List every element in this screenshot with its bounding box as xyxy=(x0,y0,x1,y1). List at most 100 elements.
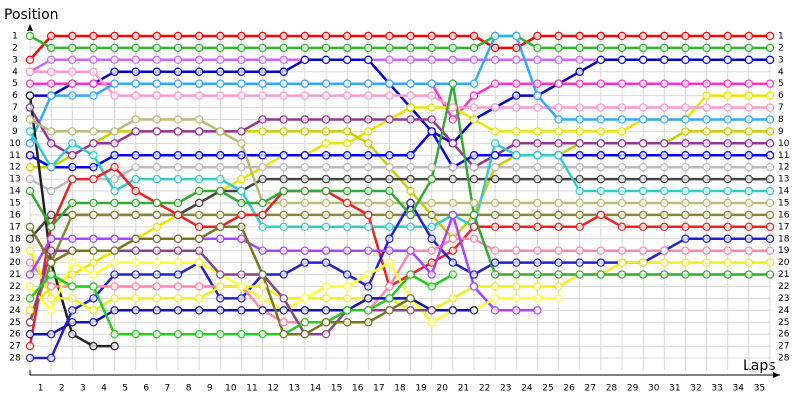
position-marker xyxy=(25,282,35,291)
x-tick-label: 20 xyxy=(437,384,449,394)
position-marker xyxy=(469,43,479,53)
position-marker xyxy=(300,43,310,53)
position-marker xyxy=(110,294,119,303)
position-marker xyxy=(490,210,500,220)
position-marker xyxy=(660,55,669,65)
x-tick-label: 30 xyxy=(648,384,660,394)
position-marker xyxy=(575,139,584,148)
position-marker xyxy=(427,79,436,88)
position-marker xyxy=(385,55,394,65)
x-axis-label: Laps xyxy=(743,358,776,374)
position-marker xyxy=(279,329,288,339)
position-marker xyxy=(173,306,183,315)
position-marker xyxy=(617,79,627,88)
position-marker xyxy=(765,198,775,208)
position-marker xyxy=(89,282,98,291)
position-marker xyxy=(300,127,310,136)
position-marker xyxy=(469,306,479,315)
position-marker xyxy=(617,186,627,196)
position-marker xyxy=(490,282,500,291)
position-marker xyxy=(681,258,690,267)
position-marker xyxy=(110,127,119,136)
position-marker xyxy=(258,270,267,279)
position-marker xyxy=(596,162,606,172)
position-marker xyxy=(68,91,77,100)
position-marker xyxy=(194,258,204,267)
position-marker xyxy=(490,198,500,208)
position-marker xyxy=(25,103,35,112)
position-marker xyxy=(765,139,775,148)
position-marker xyxy=(575,198,584,208)
position-marker xyxy=(110,234,119,243)
position-marker xyxy=(702,103,711,112)
position-marker xyxy=(68,174,77,184)
position-marker xyxy=(512,174,521,184)
y-tick-label-right: 25 xyxy=(778,318,789,328)
position-marker xyxy=(152,79,162,88)
position-marker xyxy=(512,162,521,172)
position-marker xyxy=(448,55,458,65)
position-marker xyxy=(469,174,479,184)
position-marker xyxy=(385,210,394,220)
position-marker xyxy=(512,258,521,267)
position-marker xyxy=(110,55,119,65)
y-tick-label: 8 xyxy=(12,115,18,125)
y-tick-label-right: 10 xyxy=(778,139,790,149)
position-marker xyxy=(490,222,500,232)
position-marker xyxy=(237,151,246,160)
position-marker xyxy=(660,139,669,148)
position-marker xyxy=(469,151,479,160)
position-marker xyxy=(194,174,204,184)
position-marker xyxy=(512,139,521,148)
y-tick-label-right: 6 xyxy=(778,91,784,101)
position-marker xyxy=(575,31,584,41)
position-marker xyxy=(702,43,711,53)
position-marker xyxy=(131,329,140,339)
position-marker xyxy=(237,162,246,172)
position-marker xyxy=(660,246,669,255)
position-marker xyxy=(68,55,77,65)
y-tick-label-right: 12 xyxy=(778,163,789,173)
position-marker xyxy=(448,162,458,172)
position-marker xyxy=(237,294,246,303)
position-marker xyxy=(406,91,415,100)
x-tick-label: 8 xyxy=(186,384,192,394)
position-marker xyxy=(25,151,35,160)
position-marker xyxy=(533,127,542,136)
position-marker xyxy=(194,294,204,303)
position-marker xyxy=(194,115,204,124)
position-marker xyxy=(533,222,542,232)
y-tick-label: 18 xyxy=(9,234,21,244)
position-marker xyxy=(364,139,373,148)
position-marker xyxy=(110,67,119,76)
y-tick-label: 6 xyxy=(12,91,18,101)
position-marker xyxy=(575,174,584,184)
position-marker xyxy=(300,210,310,220)
position-marker xyxy=(46,329,56,339)
position-marker xyxy=(723,43,732,53)
position-marker xyxy=(490,31,500,41)
position-marker xyxy=(448,103,458,112)
position-marker xyxy=(110,306,119,315)
position-marker xyxy=(427,127,436,136)
position-marker xyxy=(512,222,521,232)
y-tick-label-right: 3 xyxy=(778,55,784,65)
position-marker xyxy=(152,55,162,65)
position-marker xyxy=(406,210,415,220)
position-marker xyxy=(702,151,711,160)
position-marker xyxy=(765,234,775,243)
position-marker xyxy=(46,79,56,88)
position-marker xyxy=(194,329,204,339)
x-tick-label: 21 xyxy=(458,384,469,394)
y-tick-label: 26 xyxy=(9,330,21,340)
position-marker xyxy=(25,353,35,363)
y-tick-label-right: 16 xyxy=(778,210,790,220)
x-tick-label: 17 xyxy=(373,384,384,394)
position-marker xyxy=(469,79,479,88)
x-tick-label: 34 xyxy=(733,384,745,394)
position-marker xyxy=(575,103,584,112)
position-marker xyxy=(237,79,246,88)
y-tick-label: 5 xyxy=(12,79,18,89)
position-marker xyxy=(512,306,521,315)
position-marker xyxy=(427,246,436,255)
